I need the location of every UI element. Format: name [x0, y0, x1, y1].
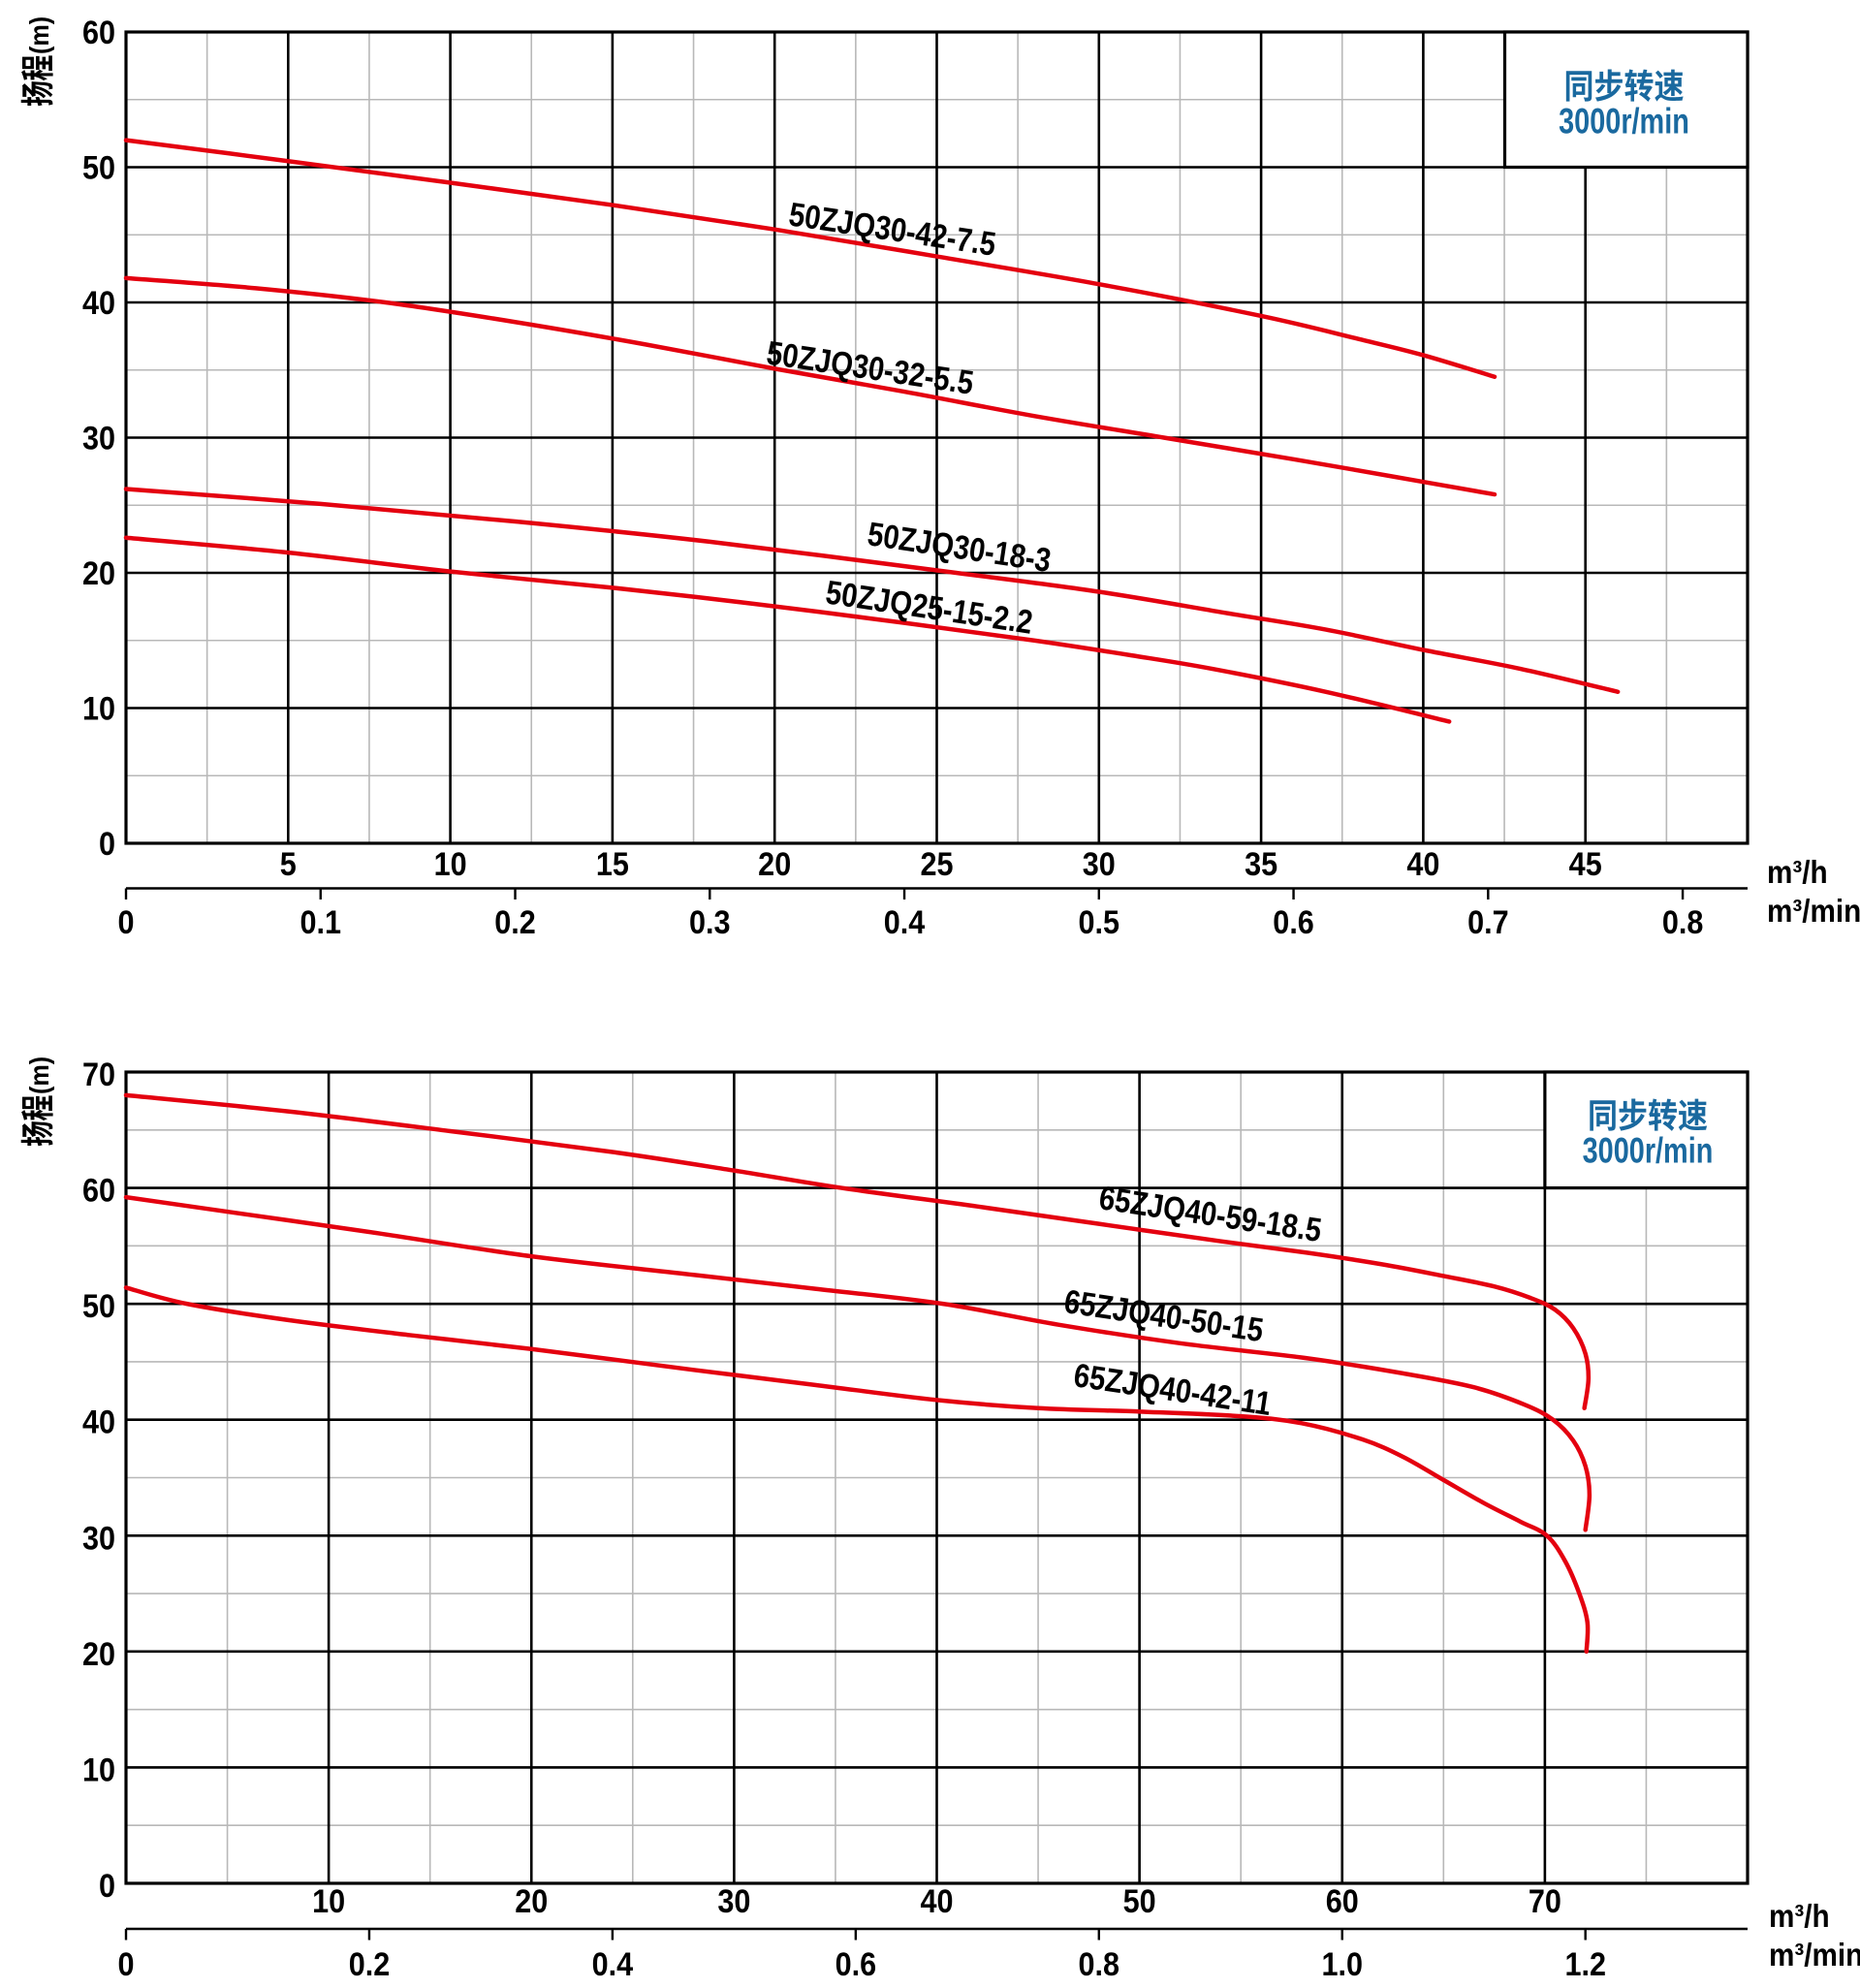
svg-text:0.4: 0.4 — [884, 904, 926, 941]
svg-text:20: 20 — [82, 555, 115, 592]
svg-text:15: 15 — [596, 846, 629, 883]
svg-text:0.5: 0.5 — [1079, 904, 1120, 941]
svg-text:0.3: 0.3 — [689, 904, 731, 941]
svg-text:70: 70 — [1529, 1883, 1561, 1920]
svg-text:25: 25 — [920, 846, 953, 883]
svg-text:30: 30 — [1083, 846, 1116, 883]
svg-text:0.2: 0.2 — [494, 904, 536, 941]
svg-text:20: 20 — [758, 846, 791, 883]
svg-text:20: 20 — [515, 1883, 548, 1920]
svg-text:10: 10 — [434, 846, 467, 883]
svg-text:0.6: 0.6 — [1273, 904, 1314, 941]
svg-text:m³/h: m³/h — [1767, 855, 1828, 891]
svg-text:50: 50 — [1123, 1883, 1156, 1920]
svg-text:60: 60 — [1326, 1883, 1359, 1920]
svg-text:0.8: 0.8 — [1662, 904, 1704, 941]
svg-text:40: 40 — [82, 285, 115, 322]
svg-text:10: 10 — [312, 1883, 345, 1920]
svg-text:0: 0 — [117, 904, 134, 941]
svg-text:50: 50 — [82, 149, 115, 186]
svg-text:m³/min: m³/min — [1769, 1938, 1860, 1973]
svg-text:m³/min: m³/min — [1767, 894, 1860, 930]
svg-text:3000r/min: 3000r/min — [1559, 102, 1689, 142]
svg-text:m³/h: m³/h — [1769, 1899, 1830, 1935]
svg-text:(m): (m) — [24, 1057, 55, 1094]
svg-text:1.2: 1.2 — [1564, 1946, 1606, 1983]
svg-text:0: 0 — [99, 1868, 115, 1905]
svg-text:0.1: 0.1 — [299, 904, 341, 941]
svg-text:0.4: 0.4 — [592, 1946, 634, 1983]
svg-text:0.7: 0.7 — [1467, 904, 1509, 941]
svg-text:30: 30 — [82, 420, 115, 457]
svg-text:(m): (m) — [24, 16, 55, 54]
svg-text:35: 35 — [1245, 846, 1277, 883]
svg-text:20: 20 — [82, 1635, 115, 1672]
svg-text:1.0: 1.0 — [1321, 1946, 1363, 1983]
svg-text:0.6: 0.6 — [835, 1946, 877, 1983]
svg-text:45: 45 — [1569, 846, 1602, 883]
svg-text:40: 40 — [82, 1404, 115, 1440]
svg-text:0.2: 0.2 — [349, 1946, 391, 1983]
svg-text:0: 0 — [117, 1946, 134, 1983]
svg-text:60: 60 — [82, 15, 115, 51]
svg-text:50: 50 — [82, 1288, 115, 1325]
svg-text:30: 30 — [717, 1883, 750, 1920]
svg-text:60: 60 — [82, 1172, 115, 1209]
svg-text:3000r/min: 3000r/min — [1583, 1131, 1714, 1171]
svg-text:40: 40 — [1406, 846, 1439, 883]
svg-text:5: 5 — [280, 846, 297, 883]
svg-text:70: 70 — [82, 1057, 115, 1093]
svg-text:10: 10 — [82, 1751, 115, 1788]
svg-text:30: 30 — [82, 1520, 115, 1557]
svg-text:10: 10 — [82, 690, 115, 727]
svg-text:40: 40 — [920, 1883, 953, 1920]
svg-text:0: 0 — [99, 826, 115, 863]
svg-text:0.8: 0.8 — [1079, 1946, 1120, 1983]
